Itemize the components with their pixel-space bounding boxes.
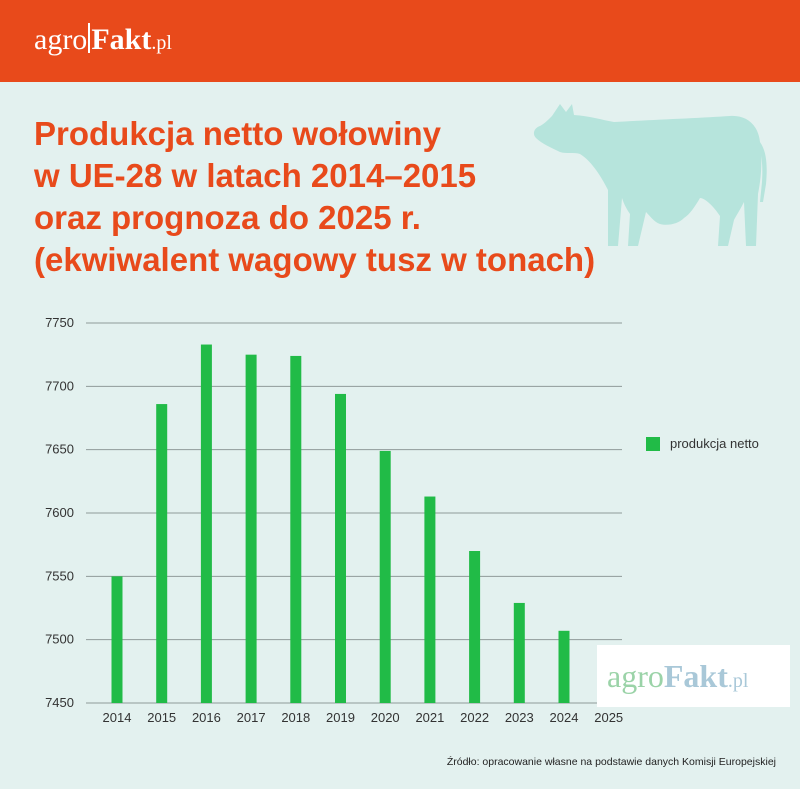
- logo-pl: .pl: [151, 32, 172, 54]
- y-tick-label: 7650: [45, 442, 74, 457]
- bar-2020: [379, 450, 391, 703]
- y-tick-label: 7750: [45, 315, 74, 330]
- logo-divider: [88, 23, 91, 53]
- bar-chart: 7450 7500 7550 7600 7650 7700 7750 2014 2015 2016…: [45, 315, 623, 725]
- watermark-fakt: Fakt: [663, 658, 728, 694]
- agrofakt-logo: agro Fakt.pl: [34, 20, 172, 63]
- bar-2016: [200, 344, 212, 703]
- logo-fakt: Fakt: [91, 23, 152, 56]
- bar-2015: [156, 404, 168, 703]
- x-tick-label: 2023: [505, 710, 534, 725]
- x-tick-label: 2025: [594, 710, 623, 725]
- y-tick-label: 7600: [45, 505, 74, 520]
- watermark-pl: .pl: [727, 670, 749, 692]
- bar-2017: [245, 354, 257, 703]
- x-tick-label: 2024: [550, 710, 579, 725]
- cow-icon: [533, 104, 767, 246]
- x-tick-label: 2016: [192, 710, 221, 725]
- title-line-2: w UE-28 w latach 2014–2015: [34, 157, 477, 194]
- logo-agro: agro: [34, 23, 88, 56]
- title-line-3: oraz prognoza do 2025 r.: [34, 199, 421, 236]
- x-tick-label: 2021: [415, 710, 444, 725]
- x-tick-label: 2015: [147, 710, 176, 725]
- bar-2024: [558, 630, 570, 703]
- y-tick-label: 7450: [45, 695, 74, 710]
- x-tick-label: 2022: [460, 710, 489, 725]
- title-line-1: Produkcja netto wołowiny: [34, 115, 442, 152]
- bar-2023: [513, 602, 525, 703]
- y-tick-label: 7700: [45, 378, 74, 393]
- x-tick-label: 2020: [371, 710, 400, 725]
- chart-legend: produkcja netto: [646, 436, 759, 451]
- legend-label: produkcja netto: [670, 436, 759, 451]
- bar-2014: [111, 576, 123, 703]
- legend-swatch: [646, 436, 660, 451]
- title-line-4: (ekwiwalent wagowy tusz w tonach): [34, 241, 596, 278]
- y-tick-label: 7500: [45, 632, 74, 647]
- header-bar: agro Fakt.pl: [0, 0, 800, 82]
- bar-2022: [469, 551, 481, 703]
- x-tick-label: 2017: [237, 710, 266, 725]
- watermark-agro: agro: [607, 658, 664, 694]
- x-tick-label: 2018: [281, 710, 310, 725]
- x-tick-label: 2019: [326, 710, 355, 725]
- y-tick-label: 7550: [45, 568, 74, 583]
- source-note: Źródło: opracowanie własne na podstawie …: [446, 756, 776, 768]
- chart-title: Produkcja netto wołowiny w UE-28 w latac…: [34, 113, 634, 281]
- x-tick-label: 2014: [103, 710, 132, 725]
- bar-2021: [424, 496, 436, 703]
- bar-2018: [290, 355, 302, 703]
- bar-2019: [335, 393, 346, 703]
- agrofakt-watermark-logo: agroFakt.pl: [597, 645, 790, 707]
